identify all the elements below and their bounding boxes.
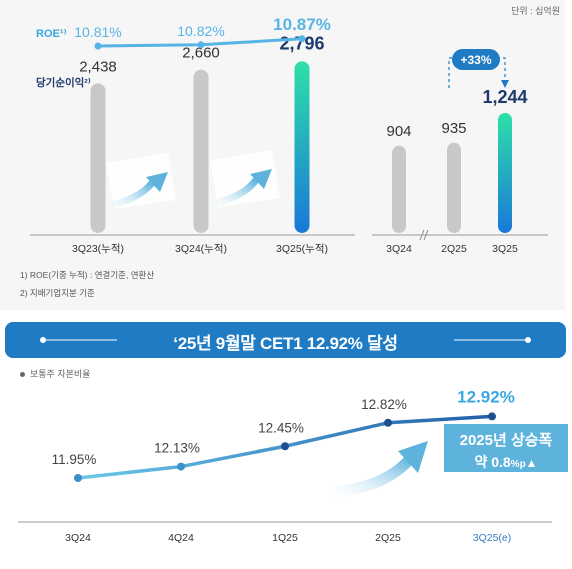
increase-callout: 2025년 상승폭 약 0.8%p▲ (444, 424, 568, 472)
cet1-value-label: 12.92% (457, 387, 515, 406)
net-income-legend-label: 당기순이익²⁾ (36, 76, 91, 89)
callout-value-unit: %p (510, 459, 526, 470)
quarterly-bar (498, 113, 512, 233)
cet1-value-label: 12.82% (361, 397, 407, 412)
x-tick-label: 3Q24(누적) (175, 243, 227, 255)
bar-value-label: 1,244 (482, 87, 527, 107)
cet1-point (488, 412, 496, 421)
x-tick-label: 3Q25(e) (473, 532, 512, 544)
growth-annotation: +33% (448, 49, 509, 88)
cet1-value-label: 12.13% (154, 441, 200, 456)
footnote-net-income: 2) 지배기업지분 기준 (20, 288, 95, 298)
roe-point (298, 35, 306, 43)
banner-decoration (40, 337, 531, 343)
roe-point (94, 42, 102, 50)
cet1-point (384, 418, 392, 427)
quarterly-bar (447, 142, 461, 233)
bar-value-label: 935 (441, 120, 466, 137)
x-tick-label: 3Q24 (386, 243, 412, 255)
up-arrow-icon: ▲ (525, 456, 538, 470)
callout-title: 2025년 상승폭 (459, 432, 553, 449)
callout-value: 약 0.8%p▲ (444, 452, 568, 472)
cet1-line-chart: 11.95% 3Q24 12.13% 4Q24 12.45% 1Q25 12.82% 2Q25… (52, 387, 515, 544)
banner-title: ‘25년 9월말 CET1 12.92% 달성 (173, 334, 398, 353)
roe-legend-label: ROE¹⁾ (36, 28, 67, 40)
quarterly-bar (392, 145, 406, 233)
bullet-icon (20, 372, 25, 378)
cet1-series-label: 보통주 자본비율 (20, 367, 90, 380)
x-tick-label: 3Q25 (492, 243, 518, 255)
roe-value-label: 10.81% (74, 24, 121, 40)
cet1-chart: 11.95% 3Q24 12.13% 4Q24 12.45% 1Q25 12.82% 2Q25… (18, 387, 552, 544)
x-tick-label: 2Q25 (441, 243, 467, 255)
x-tick-label: 3Q25(누적) (276, 243, 328, 255)
cet1-value-label: 12.45% (258, 420, 304, 435)
roe-value-label: 10.87% (273, 15, 331, 34)
footnote-roe: 1) ROE(기중 누적) : 연결기준, 연환산 (20, 270, 155, 280)
trend-arrow-graphic (106, 153, 176, 209)
x-tick-label: 1Q25 (272, 532, 298, 544)
cet1-series-label-text: 보통주 자본비율 (30, 369, 91, 379)
bar-value-label: 2,660 (182, 45, 220, 62)
bar-value-label: 2,438 (79, 58, 117, 75)
x-tick-label: 3Q23(누적) (72, 243, 124, 255)
cet1-point (177, 462, 185, 471)
net-income-bar (90, 83, 106, 233)
cet1-point (74, 474, 82, 482)
net-income-bar (294, 61, 310, 233)
cet1-banner: ‘25년 9월말 CET1 12.92% 달성 (5, 322, 566, 358)
growth-badge-label: +33% (460, 53, 491, 67)
trend-arrow-graphic (334, 441, 428, 498)
roe-point (197, 41, 205, 49)
earnings-chart: ROE¹⁾ 당기순이익²⁾ 2,438 3Q23(누적) 2,660 3Q24(누적)… (30, 15, 548, 255)
cet1-point (281, 442, 289, 451)
roe-value-label: 10.82% (177, 23, 224, 39)
x-tick-label: 3Q24 (65, 532, 91, 544)
trend-arrow-graphic (210, 150, 280, 207)
quarterly-chart: 904 3Q24 935 2Q25 1,244 3Q25 (386, 87, 527, 255)
axis-break-icon (419, 229, 429, 241)
x-tick-label: 2Q25 (375, 532, 401, 544)
unit-label: 단위 : 십억원 (511, 6, 560, 16)
callout-value-number: 약 0.8 (474, 454, 511, 470)
cet1-value-label: 11.95% (52, 452, 97, 467)
x-tick-label: 4Q24 (168, 532, 194, 544)
net-income-bar (193, 69, 209, 233)
bar-value-label: 904 (386, 123, 411, 140)
cumulative-chart: 2,4383Q23(누적)2,6603Q24(누적)2,7963Q25(누적)1… (72, 15, 331, 255)
